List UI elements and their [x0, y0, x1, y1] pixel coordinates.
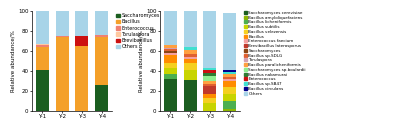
Bar: [204, 11, 216, 68]
Bar: [224, 74, 236, 77]
Bar: [184, 11, 196, 47]
Legend: Saccharomyces, Bacillus, Enterococcus, Torulaspora, Brevibacillus, Others: Saccharomyces, Bacillus, Enterococcus, T…: [116, 13, 160, 49]
Bar: [184, 50, 196, 54]
Bar: [56, 11, 68, 36]
Bar: [164, 48, 176, 49]
Bar: [76, 46, 88, 111]
Bar: [164, 45, 176, 48]
Bar: [96, 37, 108, 85]
Legend: Saccharomyces cerevisiae, Bacillus amyloliquefaciens, Bacillus licheniformis, Ba: Saccharomyces cerevisiae, Bacillus amylo…: [244, 11, 306, 96]
Bar: [224, 79, 236, 81]
Bar: [164, 51, 176, 53]
Bar: [224, 101, 236, 109]
Bar: [224, 94, 236, 101]
Bar: [184, 54, 196, 57]
Bar: [36, 47, 48, 70]
Bar: [164, 63, 176, 68]
Bar: [164, 53, 176, 55]
Bar: [36, 45, 48, 47]
Bar: [204, 103, 216, 111]
Bar: [164, 11, 176, 45]
Bar: [184, 70, 196, 80]
Bar: [36, 44, 48, 45]
Bar: [96, 85, 108, 111]
Bar: [164, 68, 176, 74]
Bar: [204, 70, 216, 73]
Bar: [36, 70, 48, 111]
Bar: [224, 77, 236, 79]
Bar: [184, 80, 196, 111]
Bar: [224, 81, 236, 87]
Y-axis label: Relative abundance/%: Relative abundance/%: [138, 30, 143, 92]
Bar: [56, 37, 68, 111]
Bar: [184, 63, 196, 70]
Bar: [96, 11, 108, 35]
Bar: [164, 74, 176, 79]
Bar: [204, 94, 216, 98]
Bar: [224, 70, 236, 72]
Bar: [224, 109, 236, 111]
Bar: [204, 84, 216, 86]
Bar: [164, 55, 176, 63]
Bar: [204, 68, 216, 70]
Bar: [224, 13, 236, 70]
Bar: [36, 11, 48, 44]
Bar: [204, 86, 216, 94]
Bar: [76, 11, 88, 36]
Bar: [224, 72, 236, 74]
Bar: [56, 36, 68, 37]
Bar: [204, 73, 216, 76]
Bar: [204, 81, 216, 84]
Bar: [96, 35, 108, 37]
Bar: [184, 59, 196, 63]
Bar: [184, 57, 196, 59]
Bar: [76, 36, 88, 46]
Bar: [164, 49, 176, 51]
Bar: [164, 79, 176, 111]
Bar: [204, 76, 216, 81]
Bar: [204, 98, 216, 103]
Bar: [224, 87, 236, 94]
Bar: [184, 47, 196, 50]
Y-axis label: Relative abundance/%: Relative abundance/%: [10, 30, 15, 92]
